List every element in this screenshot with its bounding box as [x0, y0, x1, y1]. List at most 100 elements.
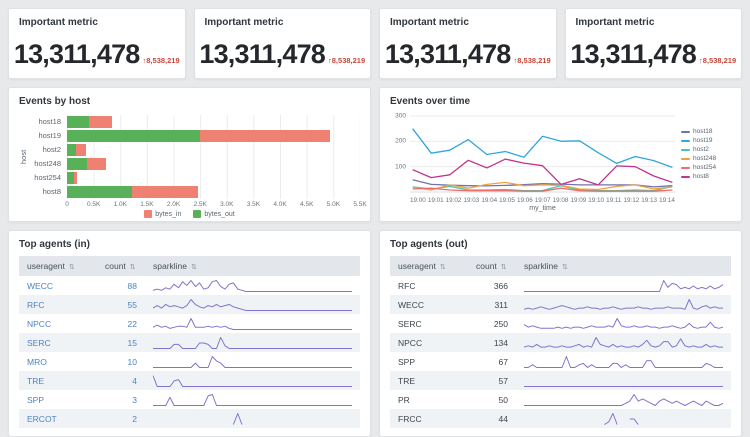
bar-segment-bytes-out[interactable] — [67, 158, 87, 170]
stacked-bar[interactable] — [67, 144, 360, 156]
metric-value: 13,311,478 — [13, 39, 140, 69]
sort-icon[interactable]: ⇅ — [439, 264, 446, 271]
legend-item[interactable]: host18 — [681, 128, 731, 135]
line-x-axis: 19:00 19:01 19:02 19:03 19:04 19:05 19:06 19:07… — [410, 197, 675, 204]
count-cell[interactable]: 3 — [132, 394, 137, 405]
column-header-useragent[interactable]: useragent ⇅ — [390, 256, 468, 276]
table-row[interactable]: NPCC 22 — [19, 314, 360, 333]
agent-cell[interactable]: SERC — [27, 337, 51, 348]
bar-segment-bytes-in[interactable] — [73, 172, 77, 184]
stacked-bar[interactable] — [67, 186, 360, 198]
legend-item[interactable]: host2 — [681, 146, 731, 153]
count-cell[interactable]: 366 — [493, 280, 508, 291]
bar-segment-bytes-out[interactable] — [67, 144, 77, 156]
stacked-bar[interactable] — [67, 158, 360, 170]
agent-cell[interactable]: WECC — [27, 280, 53, 291]
column-header-useragent[interactable]: useragent ⇅ — [19, 256, 97, 276]
agent-cell[interactable]: SERC — [398, 318, 422, 329]
table-row[interactable]: RFC 366 — [390, 276, 731, 295]
stacked-bar[interactable] — [67, 116, 360, 128]
legend-item[interactable]: host19 — [681, 137, 731, 144]
legend-item[interactable]: host254 — [681, 164, 731, 171]
sort-icon[interactable]: ⇅ — [129, 264, 136, 271]
legend-swatch — [144, 210, 153, 218]
legend-item[interactable]: bytes_in — [144, 210, 181, 218]
legend-swatch — [193, 210, 202, 218]
stacked-bar[interactable] — [67, 172, 360, 184]
agent-cell[interactable]: PR — [398, 394, 410, 405]
sort-icon[interactable]: ⇅ — [562, 264, 568, 271]
agent-cell[interactable]: NPCC — [398, 337, 423, 348]
table-row[interactable]: WECC 88 — [19, 276, 360, 295]
legend-item[interactable]: host8 — [681, 173, 731, 180]
sort-icon[interactable]: ⇅ — [500, 264, 507, 271]
bar-segment-bytes-in[interactable] — [86, 158, 106, 170]
table-row[interactable]: NPCC 134 — [390, 333, 731, 352]
table-row[interactable]: SERC 250 — [390, 314, 731, 333]
table-row[interactable]: MRO 10 — [19, 352, 360, 371]
metric-panel: Important metric 13,311,478 ↑8,538,219 — [8, 8, 186, 79]
agent-cell[interactable]: TRE — [27, 375, 44, 386]
y-axis-title: host — [19, 149, 28, 165]
table-row[interactable]: TRE 57 — [390, 371, 731, 390]
agent-cell[interactable]: RFC — [27, 299, 45, 310]
legend-item[interactable]: host248 — [681, 155, 731, 162]
column-header-sparkline[interactable]: sparkline ⇅ — [145, 256, 360, 276]
count-cell[interactable]: 311 — [494, 299, 508, 310]
count-cell[interactable]: 67 — [498, 356, 508, 367]
count-cell[interactable]: 15 — [127, 337, 137, 348]
table-row[interactable]: WECC 311 — [390, 295, 731, 314]
count-cell[interactable]: 57 — [498, 375, 508, 386]
bar-segment-bytes-out[interactable] — [67, 172, 74, 184]
agent-cell[interactable]: NPCC — [27, 318, 52, 329]
metric-title: Important metric — [390, 17, 469, 28]
count-cell[interactable]: 4 — [132, 375, 137, 386]
column-header-count[interactable]: count ⇅ — [468, 256, 516, 276]
count-cell[interactable]: 10 — [127, 356, 137, 367]
count-cell[interactable]: 88 — [127, 280, 137, 291]
stacked-bar[interactable] — [67, 130, 360, 142]
line-plot-area — [410, 113, 675, 195]
table-row[interactable]: PR 50 — [390, 390, 731, 409]
agent-cell[interactable]: SPP — [27, 394, 45, 405]
agent-cell[interactable]: RFC — [398, 280, 416, 291]
x-tick-label: 19:05 — [499, 197, 515, 204]
table-row[interactable]: SPP 3 — [19, 390, 360, 409]
metric-delta: ↑8,538,219 — [328, 56, 366, 65]
agent-cell[interactable]: SPP — [398, 356, 416, 367]
bar-segment-bytes-in[interactable] — [76, 144, 86, 156]
table-row[interactable]: SPP 67 — [390, 352, 731, 371]
bar-segment-bytes-in[interactable] — [132, 186, 199, 198]
count-cell[interactable]: 250 — [493, 318, 508, 329]
table-row[interactable]: TRE 4 — [19, 371, 360, 390]
top-agents-in-table: useragent ⇅ count ⇅ sparkline ⇅ WECC 88 RFC 55 NPC… — [19, 256, 360, 428]
sparkline — [524, 355, 723, 369]
metric-value-row: 13,311,478 ↑8,538,219 — [385, 39, 551, 70]
count-cell[interactable]: 22 — [127, 318, 137, 329]
count-cell[interactable]: 55 — [127, 299, 137, 310]
count-cell[interactable]: 50 — [498, 394, 508, 405]
table-row[interactable]: RFC 55 — [19, 295, 360, 314]
sparkline — [153, 279, 352, 293]
count-cell[interactable]: 134 — [493, 337, 508, 348]
sort-icon[interactable]: ⇅ — [191, 264, 197, 271]
bar-segment-bytes-out[interactable] — [67, 116, 89, 128]
legend-item[interactable]: bytes_out — [193, 210, 235, 218]
column-header-count[interactable]: count ⇅ — [97, 256, 145, 276]
legend-label: bytes_out — [204, 210, 235, 218]
line-series-host254 — [413, 188, 673, 191]
column-header-sparkline[interactable]: sparkline ⇅ — [516, 256, 731, 276]
bar-segment-bytes-out[interactable] — [67, 130, 201, 142]
charts-row: Events by host host host18 host19 host2 host… — [8, 87, 742, 222]
agent-cell[interactable]: WECC — [398, 299, 424, 310]
x-tick-label: 19:14 — [659, 197, 675, 204]
bar-segment-bytes-in[interactable] — [200, 130, 330, 142]
table-row[interactable]: SERC 15 — [19, 333, 360, 352]
agent-cell[interactable]: MRO — [27, 356, 47, 367]
bar-segment-bytes-out[interactable] — [67, 186, 133, 198]
agent-cell[interactable]: TRE — [398, 375, 415, 386]
sort-icon[interactable]: ⇅ — [68, 264, 75, 271]
legend-label: host19 — [693, 137, 713, 144]
line-series-host19 — [413, 129, 673, 168]
bar-segment-bytes-in[interactable] — [88, 116, 112, 128]
